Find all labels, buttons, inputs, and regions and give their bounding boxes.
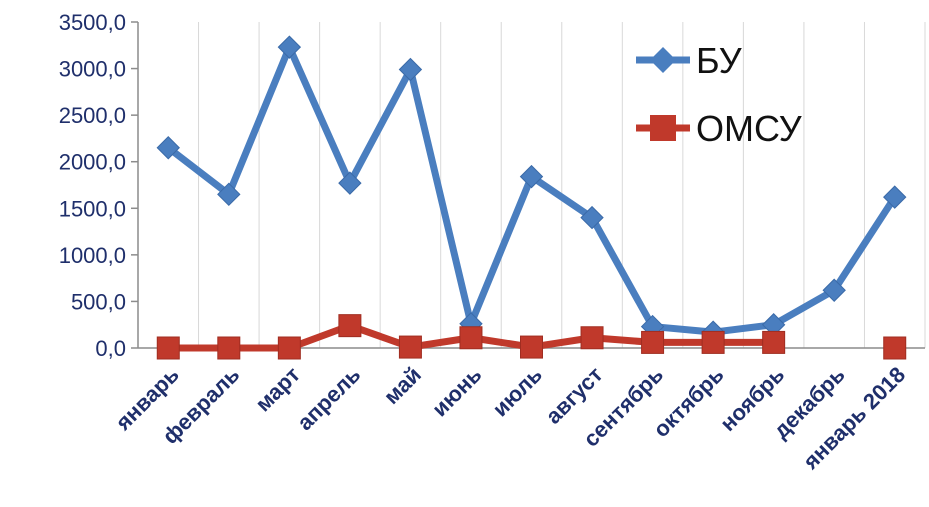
legend-label: ОМСУ — [696, 108, 803, 149]
data-point — [338, 171, 362, 195]
legend-marker — [650, 115, 676, 141]
x-tick-label: апрель — [292, 362, 365, 435]
x-tick-label: июль — [487, 362, 547, 422]
legend-item: БУ — [636, 40, 743, 81]
data-point — [398, 57, 423, 82]
legend: БУ ОМСУ — [636, 40, 803, 149]
data-point — [641, 330, 665, 354]
data-point — [883, 336, 907, 360]
data-point — [762, 330, 786, 354]
data-point — [277, 35, 302, 59]
series-2 — [156, 314, 907, 360]
data-point — [520, 335, 543, 359]
y-tick-label: 2000,0 — [59, 150, 126, 175]
data-point — [338, 314, 362, 338]
y-tick-label: 3000,0 — [59, 57, 126, 82]
y-tick-label: 0,0 — [95, 336, 126, 361]
y-tick-label: 3500,0 — [59, 10, 126, 35]
data-point — [156, 336, 180, 360]
series-1 — [156, 35, 907, 344]
data-point — [217, 182, 241, 207]
data-point — [701, 330, 725, 354]
data-point — [822, 278, 846, 302]
legend-label: БУ — [696, 40, 743, 81]
data-point — [459, 326, 483, 350]
data-point — [217, 336, 241, 360]
y-tick-label: 1500,0 — [59, 196, 126, 221]
x-tick-label: март — [250, 362, 305, 417]
x-tick-label: июнь — [427, 362, 486, 421]
data-point — [277, 336, 301, 360]
y-tick-label: 2500,0 — [59, 103, 126, 128]
data-point — [580, 205, 604, 230]
y-tick-label: 1000,0 — [59, 243, 126, 268]
y-tick-label: 500,0 — [71, 289, 126, 314]
data-point — [580, 326, 604, 350]
series-lines — [156, 35, 907, 360]
legend-marker — [650, 47, 676, 73]
x-tick-label: май — [379, 362, 426, 409]
data-point — [398, 335, 422, 359]
data-point — [156, 136, 180, 160]
y-tick-labels: 0,0 500,0 1000,0 1500,0 2000,0 2500,0 3000,0 35… — [59, 10, 138, 361]
data-point — [883, 185, 907, 209]
data-point — [519, 164, 544, 189]
series-line — [164, 43, 899, 336]
legend-item: ОМСУ — [636, 108, 803, 149]
